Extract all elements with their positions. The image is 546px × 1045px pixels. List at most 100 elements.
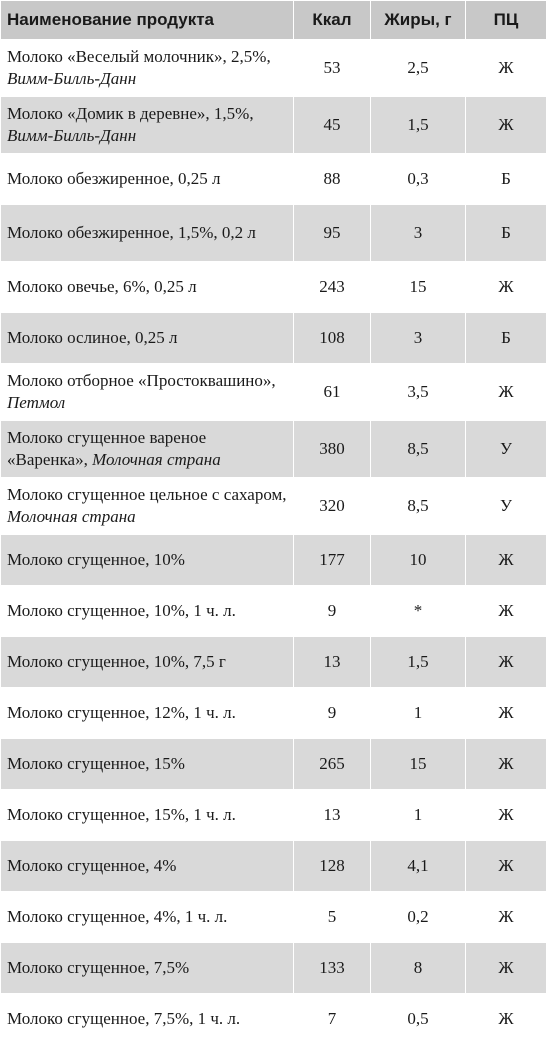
product-name: Молоко сгущенное, 4% — [7, 856, 176, 875]
table-row: Молоко обезжиренное, 1,5%, 0,2 л 95 3 Б — [1, 205, 546, 262]
fat-cell: 4,1 — [371, 841, 466, 892]
fat-cell: 15 — [371, 739, 466, 790]
pc-cell: Ж — [466, 364, 546, 421]
kcal-cell: 9 — [294, 586, 371, 637]
pc-cell: Ж — [466, 790, 546, 841]
product-name-cell: Молоко сгущенное, 10% — [1, 535, 294, 586]
kcal-cell: 320 — [294, 478, 371, 535]
product-name-cell: Молоко отборное «Простоквашино», Петмол — [1, 364, 294, 421]
table-row: Молоко сгущенное, 10%, 7,5 г 13 1,5 Ж — [1, 637, 546, 688]
kcal-cell: 45 — [294, 97, 371, 154]
pc-cell: Ж — [466, 262, 546, 313]
product-name: Молоко обезжиренное, 0,25 л — [7, 169, 221, 188]
table-row: Молоко сгущенное, 12%, 1 ч. л. 9 1 Ж — [1, 688, 546, 739]
fat-cell: 2,5 — [371, 40, 466, 97]
product-name: Молоко сгущенное, 10%, 7,5 г — [7, 652, 226, 671]
fat-cell: 0,5 — [371, 994, 466, 1045]
kcal-cell: 128 — [294, 841, 371, 892]
kcal-cell: 5 — [294, 892, 371, 943]
table-row: Молоко сгущенное, 15% 265 15 Ж — [1, 739, 546, 790]
kcal-cell: 380 — [294, 421, 371, 478]
table-row: Молоко сгущенное, 7,5% 133 8 Ж — [1, 943, 546, 994]
fat-cell: 1,5 — [371, 97, 466, 154]
table-row: Молоко сгущенное, 4%, 1 ч. л. 5 0,2 Ж — [1, 892, 546, 943]
product-name-cell: Молоко сгущенное, 15% — [1, 739, 294, 790]
product-name: Молоко сгущенное, 10% — [7, 550, 185, 569]
kcal-cell: 61 — [294, 364, 371, 421]
product-name-cell: Молоко сгущенное, 7,5% — [1, 943, 294, 994]
fat-cell: 0,3 — [371, 154, 466, 205]
pc-cell: Ж — [466, 97, 546, 154]
pc-cell: Б — [466, 205, 546, 262]
table-row: Молоко сгущенное, 10%, 1 ч. л. 9 * Ж — [1, 586, 546, 637]
fat-cell: 1 — [371, 688, 466, 739]
pc-cell: У — [466, 421, 546, 478]
pc-cell: Ж — [466, 943, 546, 994]
product-name: Молоко сгущенное цельное с сахаром, — [7, 485, 287, 504]
kcal-cell: 88 — [294, 154, 371, 205]
table-row: Молоко «Домик в деревне», 1,5%, Вимм-Бил… — [1, 97, 546, 154]
product-name: Молоко сгущенное, 12%, 1 ч. л. — [7, 703, 236, 722]
table-row: Молоко сгущенное, 10% 177 10 Ж — [1, 535, 546, 586]
product-name: Молоко «Веселый молочник», 2,5%, — [7, 47, 271, 66]
product-maker: Вимм-Билль-Данн — [7, 69, 136, 88]
product-maker: Петмол — [7, 393, 65, 412]
fat-cell: 1,5 — [371, 637, 466, 688]
kcal-cell: 177 — [294, 535, 371, 586]
product-name: Молоко сгущенное, 15% — [7, 754, 185, 773]
pc-cell: Ж — [466, 994, 546, 1045]
pc-cell: У — [466, 478, 546, 535]
product-name-cell: Молоко сгущенное вареное «Варенка», Моло… — [1, 421, 294, 478]
product-name: Молоко сгущенное, 4%, 1 ч. л. — [7, 907, 227, 926]
header-kcal: Ккал — [294, 1, 371, 40]
pc-cell: Ж — [466, 892, 546, 943]
product-name-cell: Молоко сгущенное, 12%, 1 ч. л. — [1, 688, 294, 739]
fat-cell: * — [371, 586, 466, 637]
kcal-cell: 13 — [294, 637, 371, 688]
table-row: Молоко сгущенное вареное «Варенка», Моло… — [1, 421, 546, 478]
product-name: Молоко овечье, 6%, 0,25 л — [7, 277, 197, 296]
header-product-name: Наименование продукта — [1, 1, 294, 40]
product-name: Молоко сгущенное, 7,5% — [7, 958, 189, 977]
product-name-cell: Молоко обезжиренное, 1,5%, 0,2 л — [1, 205, 294, 262]
table-header-row: Наименование продукта Ккал Жиры, г ПЦ — [1, 1, 546, 40]
fat-cell: 3 — [371, 205, 466, 262]
fat-cell: 10 — [371, 535, 466, 586]
table-row: Молоко сгущенное, 15%, 1 ч. л. 13 1 Ж — [1, 790, 546, 841]
kcal-cell: 265 — [294, 739, 371, 790]
product-name-cell: Молоко сгущенное, 10%, 1 ч. л. — [1, 586, 294, 637]
product-name: Молоко ослиное, 0,25 л — [7, 328, 177, 347]
kcal-cell: 108 — [294, 313, 371, 364]
kcal-cell: 7 — [294, 994, 371, 1045]
product-name-cell: Молоко сгущенное, 7,5%, 1 ч. л. — [1, 994, 294, 1045]
kcal-cell: 133 — [294, 943, 371, 994]
pc-cell: Ж — [466, 739, 546, 790]
product-name-cell: Молоко сгущенное, 15%, 1 ч. л. — [1, 790, 294, 841]
header-fat: Жиры, г — [371, 1, 466, 40]
product-name: Молоко отборное «Простоквашино», — [7, 371, 276, 390]
kcal-cell: 53 — [294, 40, 371, 97]
header-pc: ПЦ — [466, 1, 546, 40]
table-row: Молоко сгущенное, 7,5%, 1 ч. л. 7 0,5 Ж — [1, 994, 546, 1045]
product-name-cell: Молоко «Веселый молочник», 2,5%, Вимм-Би… — [1, 40, 294, 97]
kcal-cell: 13 — [294, 790, 371, 841]
product-name-cell: Молоко сгущенное, 4%, 1 ч. л. — [1, 892, 294, 943]
kcal-cell: 9 — [294, 688, 371, 739]
table-row: Молоко обезжиренное, 0,25 л 88 0,3 Б — [1, 154, 546, 205]
product-name-cell: Молоко сгущенное цельное с сахаром, Моло… — [1, 478, 294, 535]
product-name-cell: Молоко «Домик в деревне», 1,5%, Вимм-Бил… — [1, 97, 294, 154]
kcal-cell: 243 — [294, 262, 371, 313]
pc-cell: Ж — [466, 841, 546, 892]
product-name-cell: Молоко ослиное, 0,25 л — [1, 313, 294, 364]
pc-cell: Ж — [466, 586, 546, 637]
table-row: Молоко сгущенное цельное с сахаром, Моло… — [1, 478, 546, 535]
fat-cell: 3 — [371, 313, 466, 364]
table-row: Молоко «Веселый молочник», 2,5%, Вимм-Би… — [1, 40, 546, 97]
product-maker: Молочная страна — [92, 450, 221, 469]
table-row: Молоко отборное «Простоквашино», Петмол … — [1, 364, 546, 421]
product-maker: Молочная страна — [7, 507, 136, 526]
table-row: Молоко сгущенное, 4% 128 4,1 Ж — [1, 841, 546, 892]
fat-cell: 15 — [371, 262, 466, 313]
product-name-cell: Молоко овечье, 6%, 0,25 л — [1, 262, 294, 313]
product-name: Молоко «Домик в деревне», 1,5%, — [7, 104, 254, 123]
